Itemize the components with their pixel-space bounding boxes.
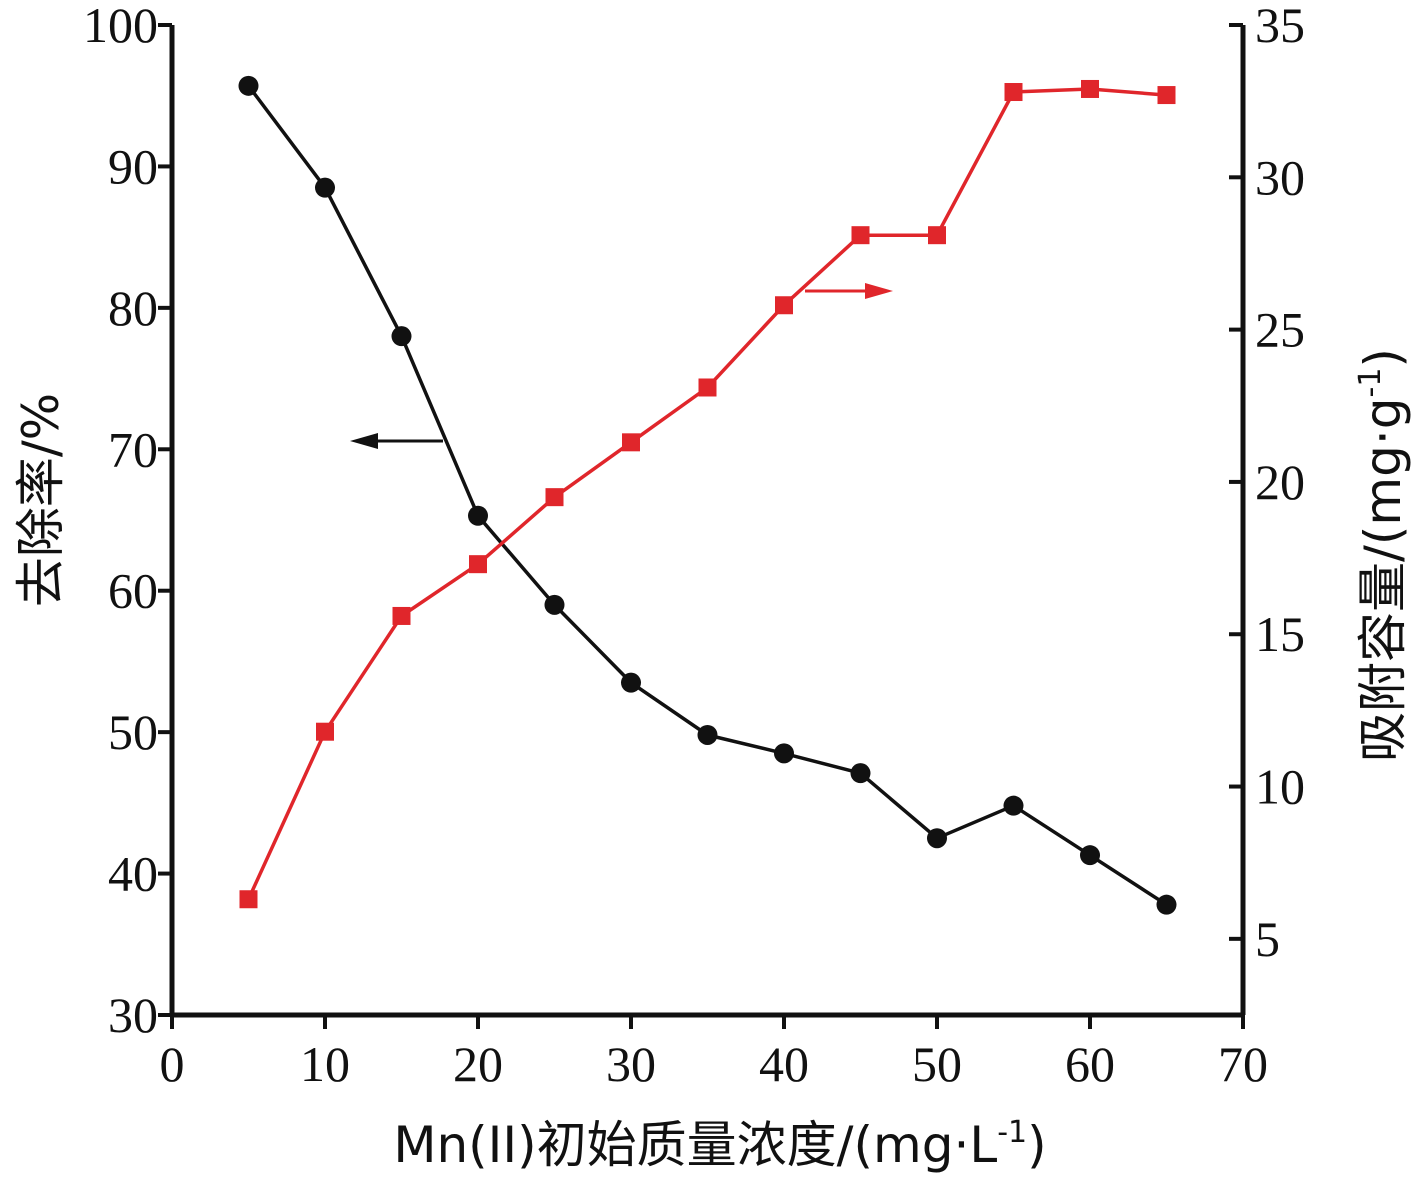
- x-tick-label: 20: [453, 1036, 503, 1092]
- data-point-square: [239, 890, 258, 909]
- y-right-axis-title: 吸附容量/(mg·g-1): [1353, 348, 1412, 762]
- data-point-circle: [391, 326, 412, 347]
- y-right-axis-title-sup: -1: [1353, 368, 1388, 398]
- y-right-tick-label: 30: [1255, 149, 1305, 205]
- data-point-square: [545, 488, 564, 507]
- data-point-circle: [1080, 845, 1100, 866]
- x-tick-label: 40: [759, 1036, 809, 1092]
- ticks: 0 10 20 30 40 50 60 70 30 40 50 60 70 80 90 100 5 10 15 20 2…: [83, 0, 1305, 1092]
- y-right-tick-label: 5: [1255, 911, 1280, 967]
- x-tick-label: 10: [300, 1036, 350, 1092]
- data-point-circle: [621, 672, 641, 693]
- data-point-circle: [238, 75, 259, 96]
- annotations: [350, 283, 893, 449]
- y-left-tick-label: 90: [108, 138, 158, 194]
- series-line-0: [247, 84, 1168, 907]
- x-tick-label: 0: [160, 1036, 185, 1092]
- data-point-square: [1081, 79, 1099, 98]
- x-tick-label: 60: [1065, 1036, 1115, 1092]
- x-axis-title: Mn(II)初始质量浓度/(mg·L-1): [393, 1115, 1046, 1174]
- data-point-square: [469, 555, 487, 574]
- x-tick-label: 30: [606, 1036, 656, 1092]
- y-left-tick-label: 60: [108, 563, 158, 619]
- y-left-tick-label: 50: [108, 704, 158, 760]
- x-axis-title-sup: -1: [997, 1115, 1027, 1150]
- series-lines: [246, 84, 1168, 907]
- data-point-square: [622, 433, 640, 452]
- data-point-square: [1157, 86, 1176, 105]
- data-point-square: [1004, 83, 1023, 102]
- series-line-1: [246, 87, 1167, 900]
- y-right-tick-label: 35: [1255, 0, 1305, 53]
- data-point-square: [698, 378, 717, 397]
- x-tick-label: 50: [912, 1036, 962, 1092]
- data-point-square: [775, 296, 793, 315]
- data-point-circle: [850, 763, 871, 784]
- data-point-circle: [468, 505, 488, 526]
- y-left-tick-label: 80: [108, 280, 158, 336]
- y-right-tick-label: 20: [1255, 454, 1305, 510]
- y-right-tick-label: 25: [1255, 302, 1305, 358]
- data-point-square: [928, 226, 946, 245]
- data-point-circle: [774, 743, 794, 764]
- y-left-tick-label: 30: [108, 987, 158, 1043]
- data-point-circle: [544, 594, 565, 615]
- arrow-right-head: [865, 283, 893, 299]
- data-point-circle: [1003, 795, 1024, 816]
- data-point-circle: [697, 724, 718, 745]
- y-right-axis-title-main: 吸附容量/(mg·g: [1354, 398, 1412, 762]
- x-tick-label: 70: [1218, 1036, 1268, 1092]
- data-point-square: [392, 606, 411, 625]
- markers: [238, 75, 1177, 915]
- data-point-circle: [1156, 894, 1177, 915]
- y-left-tick-label: 40: [108, 846, 158, 902]
- x-axis-title-tail: ): [1027, 1116, 1047, 1174]
- arrow-left-head: [350, 433, 378, 449]
- data-point-circle: [927, 828, 947, 849]
- y-left-axis-title: 去除率/%: [12, 393, 70, 607]
- y-left-tick-label: 100: [83, 0, 158, 53]
- x-axis-title-main: Mn(II)初始质量浓度/(mg·L: [393, 1116, 997, 1174]
- y-left-tick-label: 70: [108, 421, 158, 477]
- y-right-axis-title-tail: ): [1354, 348, 1412, 368]
- axes: [169, 25, 1246, 1018]
- y-right-tick-label: 10: [1255, 759, 1305, 815]
- data-point-square: [851, 226, 870, 245]
- data-point-square: [316, 722, 334, 741]
- y-right-tick-label: 15: [1255, 606, 1305, 662]
- data-point-circle: [315, 177, 335, 198]
